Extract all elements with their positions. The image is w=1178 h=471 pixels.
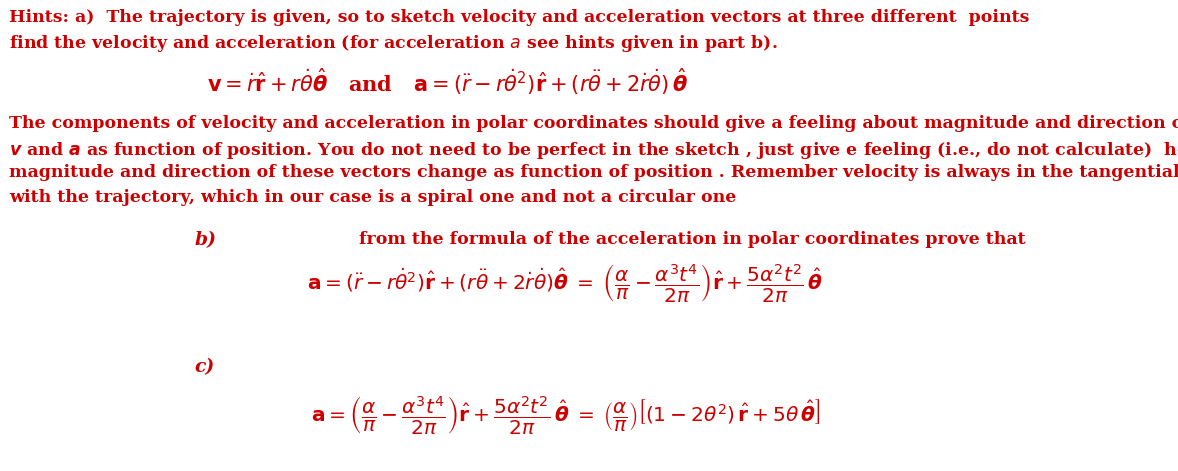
Text: The components of velocity and acceleration in polar coordinates should give a f: The components of velocity and accelerat… [9,115,1178,132]
Text: magnitude and direction of these vectors change as function of position . Rememb: magnitude and direction of these vectors… [9,164,1178,181]
Text: c): c) [194,358,214,376]
Text: $\boldsymbol{v}$ and $\boldsymbol{a}$ as function of position. You do not need t: $\boldsymbol{v}$ and $\boldsymbol{a}$ as… [9,140,1178,161]
Text: with the trajectory, which in our case is a spiral one and not a circular one: with the trajectory, which in our case i… [9,189,736,206]
Text: from the formula of the acceleration in polar coordinates prove that: from the formula of the acceleration in … [359,231,1026,248]
Text: Hints: a)  The trajectory is given, so to sketch velocity and acceleration vecto: Hints: a) The trajectory is given, so to… [9,9,1030,26]
Text: b): b) [194,231,217,249]
Text: $\mathbf{a} = (\ddot{r} - r\dot{\theta}^2)\hat{\mathbf{r}} + (r\ddot{\theta} + 2: $\mathbf{a} = (\ddot{r} - r\dot{\theta}^… [307,261,823,304]
Text: $\mathbf{a}{=}\left(\dfrac{\alpha}{\pi} - \dfrac{\alpha^3 t^4}{2\pi}\right)\hat{: $\mathbf{a}{=}\left(\dfrac{\alpha}{\pi} … [311,394,820,437]
Text: $\mathbf{v} = \dot{r}\hat{\mathbf{r}} + r\dot{\theta}\hat{\boldsymbol{\theta}}$ : $\mathbf{v} = \dot{r}\hat{\mathbf{r}} + … [207,67,688,97]
Text: find the velocity and acceleration (for acceleration $\mathit{a}$ see hints give: find the velocity and acceleration (for … [9,33,779,54]
